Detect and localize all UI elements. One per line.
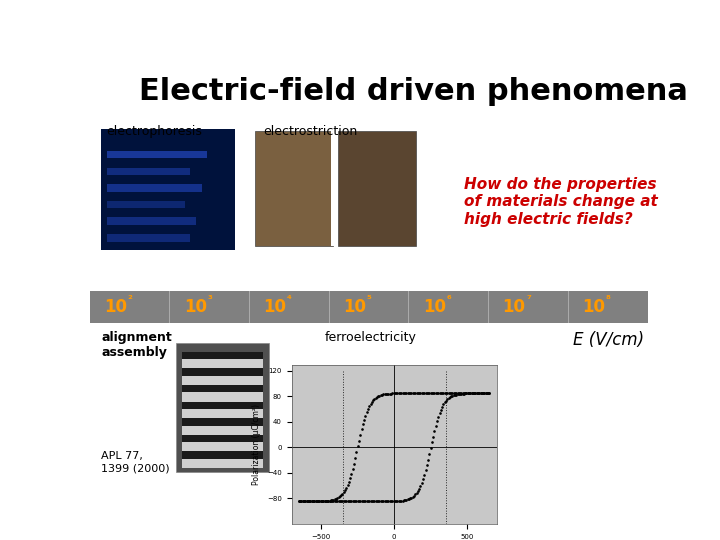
FancyBboxPatch shape [182, 459, 263, 468]
FancyBboxPatch shape [107, 201, 185, 208]
FancyBboxPatch shape [182, 402, 263, 409]
FancyBboxPatch shape [568, 292, 569, 322]
FancyBboxPatch shape [182, 409, 263, 418]
FancyBboxPatch shape [182, 418, 263, 426]
FancyBboxPatch shape [182, 393, 263, 402]
Text: 10: 10 [343, 298, 366, 316]
FancyBboxPatch shape [90, 292, 648, 322]
FancyBboxPatch shape [107, 218, 196, 225]
FancyBboxPatch shape [408, 292, 410, 322]
Text: ⁶: ⁶ [446, 295, 451, 305]
FancyBboxPatch shape [182, 442, 263, 451]
Text: ferroelectricity: ferroelectricity [324, 331, 416, 344]
FancyBboxPatch shape [182, 426, 263, 435]
Text: ⁷: ⁷ [526, 295, 531, 305]
FancyBboxPatch shape [328, 292, 330, 322]
Text: 10: 10 [184, 298, 207, 316]
FancyBboxPatch shape [488, 292, 489, 322]
Text: ⁵: ⁵ [366, 295, 372, 305]
Text: 10: 10 [503, 298, 526, 316]
Text: E (V/cm): E (V/cm) [572, 331, 644, 349]
FancyBboxPatch shape [182, 435, 263, 442]
Text: alignment
assembly: alignment assembly [101, 331, 172, 359]
Text: 10: 10 [104, 298, 127, 316]
Text: Electric-field driven phenomena: Electric-field driven phenomena [139, 77, 688, 106]
FancyBboxPatch shape [101, 129, 235, 250]
FancyBboxPatch shape [182, 451, 263, 459]
FancyBboxPatch shape [331, 131, 334, 246]
FancyBboxPatch shape [182, 368, 263, 376]
Text: electrostriction: electrostriction [263, 125, 357, 138]
Text: ³: ³ [207, 295, 212, 305]
FancyBboxPatch shape [182, 385, 263, 393]
Text: electrophoresis: electrophoresis [107, 125, 202, 138]
FancyBboxPatch shape [107, 167, 190, 175]
FancyBboxPatch shape [255, 131, 333, 246]
Text: ⁸: ⁸ [606, 295, 611, 305]
Text: APL 77,
1399 (2000): APL 77, 1399 (2000) [101, 451, 170, 473]
FancyBboxPatch shape [249, 292, 250, 322]
FancyBboxPatch shape [107, 151, 207, 158]
FancyBboxPatch shape [176, 343, 269, 472]
FancyBboxPatch shape [182, 359, 263, 368]
Text: ⁴: ⁴ [287, 295, 292, 305]
FancyBboxPatch shape [107, 184, 202, 192]
FancyBboxPatch shape [169, 292, 170, 322]
FancyBboxPatch shape [182, 352, 263, 359]
Text: ²: ² [127, 295, 132, 305]
FancyBboxPatch shape [338, 131, 416, 246]
Text: 10: 10 [423, 298, 446, 316]
FancyBboxPatch shape [101, 129, 235, 250]
Text: 10: 10 [264, 298, 287, 316]
FancyBboxPatch shape [107, 234, 190, 241]
FancyBboxPatch shape [182, 376, 263, 385]
Text: How do the properties
of materials change at
high electric fields?: How do the properties of materials chang… [464, 177, 657, 227]
Y-axis label: Polarization (μC/cm²): Polarization (μC/cm²) [253, 404, 261, 485]
Text: 10: 10 [582, 298, 606, 316]
